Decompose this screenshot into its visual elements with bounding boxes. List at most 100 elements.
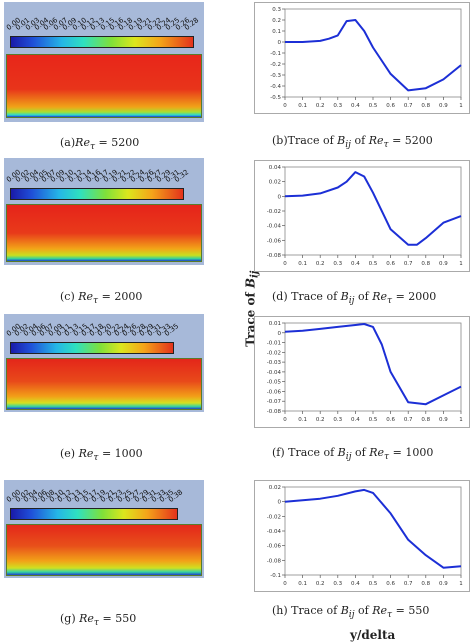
x-tick-label: 0.5 [369, 417, 378, 423]
y-tick-label: -0.02 [267, 209, 281, 215]
x-tick-label: 0 [283, 581, 287, 587]
x-tick-label: 0.7 [404, 581, 413, 587]
x-tick-label: 0.5 [369, 581, 378, 587]
trace-series-line [284, 171, 462, 246]
y-tick-label: -0.03 [267, 360, 282, 366]
y-tick-label: 0 [278, 500, 282, 506]
x-tick-label: 0.2 [316, 417, 325, 423]
y-tick-label: -0.04 [267, 370, 282, 376]
x-axis-label: y/delta [350, 628, 396, 642]
x-tick-label: 0.4 [351, 103, 360, 109]
x-tick-label: 0.3 [333, 417, 342, 423]
x-tick-label: 0.7 [404, 417, 413, 423]
x-tick-label: 0 [283, 417, 287, 423]
trace-series-line [284, 323, 462, 406]
x-tick-label: 0.2 [316, 103, 325, 109]
colorbar-g [10, 508, 178, 520]
caption-e: (e) Reτ = 1000 [60, 447, 143, 464]
x-tick-label: 0.9 [439, 417, 448, 423]
x-tick-label: 0.2 [316, 261, 325, 267]
x-tick-label: 1 [459, 581, 463, 587]
colorbar-a [10, 36, 194, 48]
x-tick-label: 0.3 [333, 261, 342, 267]
x-tick-label: 0.1 [298, 417, 307, 423]
x-tick-label: 0.1 [298, 261, 307, 267]
x-tick-label: 0.8 [421, 103, 430, 109]
y-tick-label: 0.3 [272, 7, 281, 13]
plot-frame [284, 166, 462, 256]
y-tick-label: 0.02 [269, 180, 281, 186]
x-tick-label: 0.6 [386, 103, 395, 109]
y-tick-label: -0.1 [270, 573, 281, 579]
y-tick-label: 0.02 [269, 485, 281, 491]
x-tick-label: 1 [459, 103, 463, 109]
contour-panel-g: 0.00 0.02 0.04 0.06 0.08 0.10 0.12 0.13 0.15 0.17… [4, 480, 204, 578]
y-tick-label: -0.06 [267, 544, 282, 550]
y-tick-label: 0 [278, 40, 282, 46]
y-tick-label: -0.08 [267, 253, 282, 259]
y-tick-label: -0.07 [267, 399, 282, 405]
trace-series-line [285, 19, 462, 92]
x-tick-label: 0.1 [298, 581, 307, 587]
caption-f: (f) Trace of Bij of Reτ = 1000 [272, 446, 434, 463]
contour-panel-a: 0.00 0.01 0.03 0.04 0.06 0.07 0.09 0.10 0.12 0.13… [4, 2, 204, 122]
caption-d: (d) Trace of Bij of Reτ = 2000 [272, 290, 437, 307]
caption-c: (c) Reτ = 2000 [60, 290, 143, 307]
x-tick-label: 0.4 [351, 261, 360, 267]
line-chart-b: 0.3 0.2 0.1 0 -0.1 -0.2 -0.3 -0.4 -0.5 0 0.1 0.2 0.3… [254, 2, 470, 114]
x-tick-label: 0.8 [421, 417, 430, 423]
y-tick-label: 0.2 [272, 18, 281, 24]
y-tick-label: -0.3 [270, 73, 281, 79]
line-chart-f: 0.01 0 -0.01 -0.02 -0.03 -0.04 -0.05 -0.06 -0.07… [254, 316, 470, 428]
y-tick-label: -0.5 [270, 95, 281, 101]
caption-a: (a)Reτ = 5200 [60, 136, 140, 153]
x-tick-label: 0.9 [439, 103, 448, 109]
y-tick-label: -0.02 [267, 350, 281, 356]
x-tick-label: 0.7 [404, 103, 413, 109]
contour-field-c [6, 204, 202, 262]
y-tick-label: -0.04 [267, 224, 282, 230]
y-tick-label: -0.06 [267, 389, 282, 395]
y-tick-label: -0.02 [267, 514, 281, 520]
x-tick-label: 0.9 [439, 261, 448, 267]
contour-field-e [6, 358, 202, 410]
y-tick-label: -0.04 [267, 529, 282, 535]
caption-h: (h) Trace of Bij of Reτ = 550 [272, 604, 430, 621]
x-tick-label: 0.6 [386, 417, 395, 423]
y-tick-label: -0.05 [267, 380, 282, 386]
x-tick-label: 0.3 [333, 581, 342, 587]
x-tick-label: 0.2 [316, 581, 325, 587]
y-tick-label: 0.04 [269, 165, 282, 171]
y-tick-label: 0.01 [269, 321, 281, 327]
x-tick-label: 0.7 [404, 261, 413, 267]
x-tick-label: 1 [459, 417, 463, 423]
plot-frame [284, 322, 462, 412]
x-tick-label: 0.6 [386, 581, 395, 587]
y-tick-label: 0.1 [272, 29, 281, 35]
y-tick-label: 0 [278, 331, 282, 337]
x-tick-label: 0.8 [421, 581, 430, 587]
y-tick-label: -0.4 [270, 84, 281, 90]
caption-b: (b)Trace of Bij of Reτ = 5200 [272, 134, 433, 151]
y-tick-label: -0.2 [270, 62, 281, 68]
y-tick-label: -0.06 [267, 238, 282, 244]
line-chart-h: 0.02 0 -0.02 -0.04 -0.06 -0.08 -0.1 0 0.1 0.2 0.3 0… [254, 480, 470, 592]
line-chart-d: 0.04 0.02 0 -0.02 -0.04 -0.06 -0.08 0 0.1 0.2 0.3 0… [254, 160, 470, 272]
x-tick-label: 0 [283, 261, 287, 267]
y-tick-label: 0 [278, 194, 282, 200]
x-tick-label: 0.5 [369, 103, 378, 109]
contour-panel-e: 0.00 0.02 0.04 0.06 0.07 0.09 0.11 0.13 0.15 0.17… [4, 314, 204, 412]
x-tick-label: 0.8 [421, 261, 430, 267]
contour-panel-c: 0.00 0.02 0.04 0.05 0.07 0.09 0.10 0.12 0.14 0.16… [4, 158, 204, 265]
caption-g: (g) Reτ = 550 [60, 612, 137, 629]
y-tick-label: -0.1 [270, 51, 281, 57]
y-tick-label: -0.08 [267, 409, 282, 415]
x-tick-label: 0.4 [351, 581, 360, 587]
x-tick-label: 0.3 [333, 103, 342, 109]
x-tick-label: 0.6 [386, 261, 395, 267]
contour-field-a [6, 54, 202, 118]
x-tick-label: 0 [283, 103, 287, 109]
y-tick-label: -0.08 [267, 558, 282, 564]
x-tick-label: 1 [459, 261, 463, 267]
x-tick-label: 0.5 [369, 261, 378, 267]
